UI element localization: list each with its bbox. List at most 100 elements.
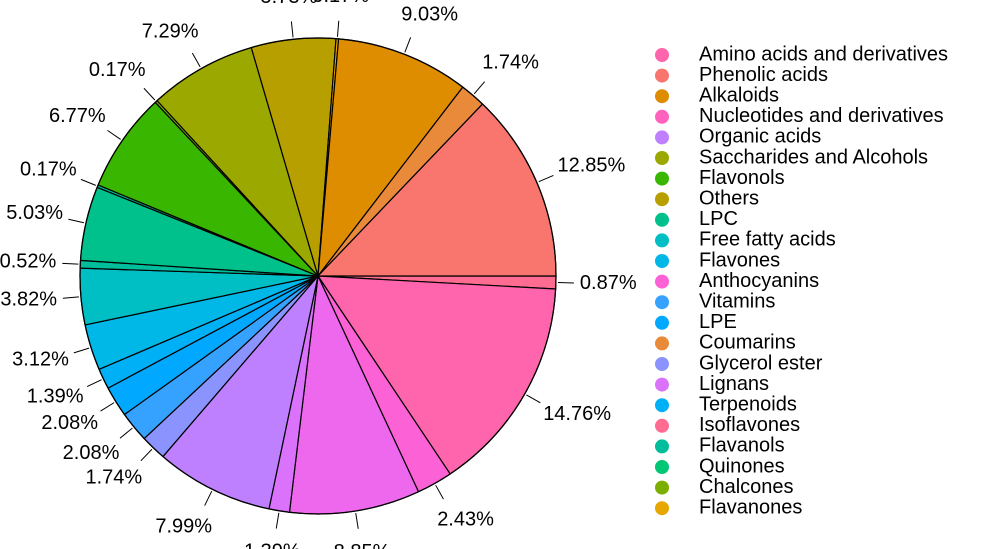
legend-label: Glycerol ester [699,352,823,374]
slice-label-12: 0.52% [0,250,57,272]
legend-swatch [655,151,669,165]
legend-label: Quinones [699,455,785,477]
legend-label: Flavanols [699,435,785,457]
leader-line-2 [435,484,444,500]
legend-swatch [655,315,669,330]
legend-swatch [655,68,669,83]
legend-label: Amino acids and derivatives [699,43,948,65]
slice-label-20: 9.03% [401,3,458,25]
slice-label-7: 2.08% [63,442,120,464]
legend-swatch [655,48,669,62]
slice-label-0: 0.87% [580,272,637,294]
legend-item-lignans: Lignans [655,373,769,395]
legend-label: Organic acids [699,126,821,148]
legend-swatch [655,212,669,227]
leader-line-15 [107,129,121,140]
legend-item-free-fatty-acids: Free fatty acids [655,229,836,251]
slice-label-3: 8.85% [334,541,391,549]
legend-item-alkaloids: Alkaloids [655,84,779,106]
legend-label: Flavonols [699,167,785,189]
legend-item-others: Others [655,187,759,209]
slice-label-4: 1.39% [244,540,301,549]
leader-line-5 [204,490,213,506]
legend-label: Flavanones [699,496,802,518]
legend-item-flavones: Flavones [655,249,780,271]
slice-label-2: 2.43% [437,508,494,530]
slice-label-17: 7.29% [142,20,199,42]
slice-label-11: 3.82% [0,289,57,311]
percentage-labels: 0.87% 14.76% 2.43% 8.85% 1.39% 7.99% 1.74% 2.08… [0,0,637,549]
legend-label: Alkaloids [699,84,779,106]
legend-swatch [655,192,669,207]
legend-item-chalcones: Chalcones [655,476,794,498]
leader-line-17 [191,52,201,68]
leader-line-14 [80,178,96,186]
legend-label: Lignans [699,373,769,395]
legend-item-coumarins: Coumarins [655,332,796,354]
legend-label: Flavones [699,249,780,271]
leader-line-10 [73,347,90,354]
legend-swatch [655,254,669,268]
legend-label: Coumarins [699,332,796,354]
slice-label-5: 7.99% [155,515,212,537]
slice-label-1: 14.76% [543,403,611,425]
pie-outline [79,37,557,515]
legend-item-phenolic-acids: Phenolic acids [655,64,828,86]
legend-swatch [655,398,669,413]
legend-item-glycerol-ester: Glycerol ester [655,352,823,374]
leader-line-11 [62,296,79,299]
legend-swatch [655,274,669,289]
legend-swatch [655,480,669,495]
slice-label-16: 0.17% [89,59,146,81]
pie-slices [79,37,557,515]
legend-item-organic-acids: Organic acids [655,126,821,148]
leader-line-8 [100,402,115,412]
leader-line-21 [473,81,485,95]
slice-label-8: 2.08% [41,412,98,434]
legend-item-isoflavones: Isoflavones [655,414,800,436]
legend-swatch [655,460,669,474]
legend-item-nucleotides-and-derivatives: Nucleotides and derivatives [655,105,944,127]
legend-swatch [655,418,669,433]
leader-line-13 [68,218,85,224]
leader-line-7 [119,427,133,439]
legend-label: Saccharides and Alcohols [699,146,928,168]
leader-line-16 [143,87,156,101]
legend-swatch [655,439,669,454]
legend-swatch [655,171,669,186]
legend-label: Phenolic acids [699,64,828,86]
leader-line-4 [275,512,280,529]
slice-label-10: 3.12% [12,348,69,370]
legend-label: Chalcones [699,476,794,498]
legend-label: LPE [699,311,737,333]
leader-line-18 [290,21,294,38]
legend-label: Free fatty acids [699,229,836,251]
legend-label: LPC [699,208,738,230]
legend-swatch [655,89,669,104]
leader-line-12 [62,262,79,265]
legend-item-flavanones: Flavanones [655,496,802,518]
slice-label-21: 1.74% [482,52,539,74]
slice-label-14: 0.17% [20,159,77,181]
legend-item-flavanols: Flavanols [655,435,785,457]
slice-label-15: 6.77% [49,105,106,127]
leader-line-19 [336,20,340,37]
leader-line-3 [355,512,359,529]
slice-label-13: 5.03% [6,202,63,224]
legend-label: Vitamins [699,290,775,312]
legend-swatch [655,109,669,124]
legend-swatch [655,295,669,310]
legend-swatch [655,130,669,145]
legend-swatch [655,357,669,371]
slice-label-9: 1.39% [27,385,84,407]
slice-label-18: 5.73% [261,0,318,8]
legend-label: Nucleotides and derivatives [699,105,944,127]
slice-label-22: 12.85% [558,154,626,176]
leader-line-9 [86,379,102,388]
legend-item-flavonols: Flavonols [655,167,785,189]
legend-swatch [655,336,669,351]
leader-line-20 [404,37,412,53]
label-leader-lines [62,20,574,529]
